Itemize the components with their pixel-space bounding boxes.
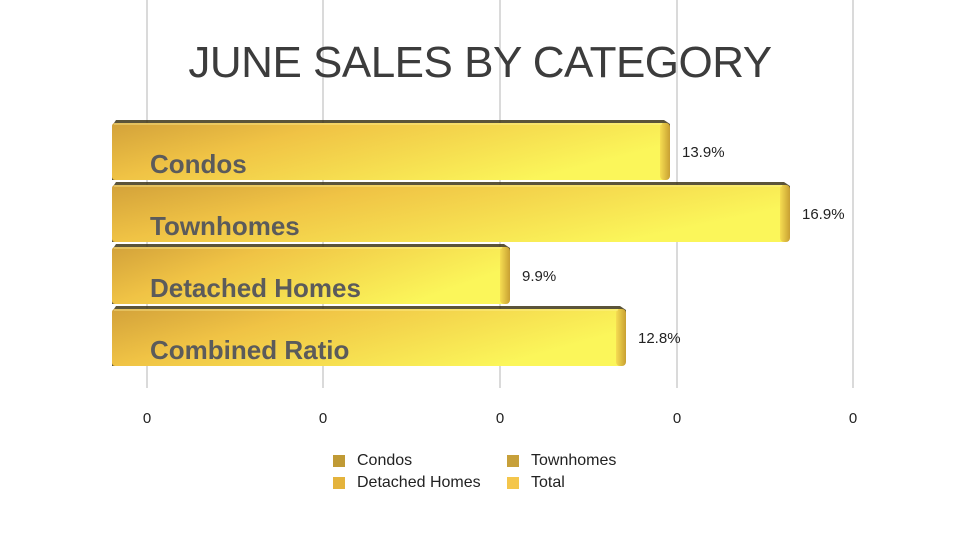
data-label: 16.9% — [802, 206, 845, 223]
legend-label: Townhomes — [531, 452, 617, 469]
category-label: Detached Homes — [150, 273, 361, 303]
category-label: Townhomes — [150, 211, 300, 241]
category-label: Condos — [150, 149, 247, 179]
bar — [112, 247, 506, 304]
legend-item: Total — [507, 473, 643, 493]
legend-swatch — [507, 455, 519, 467]
legend-item: Detached Homes — [333, 473, 507, 493]
x-tick-label: 0 — [496, 410, 504, 427]
legend-swatch — [507, 477, 519, 489]
bar — [112, 185, 786, 242]
x-tick-label: 0 — [673, 410, 681, 427]
legend-item: Townhomes — [507, 451, 643, 471]
x-tick-label: 0 — [143, 410, 151, 427]
bar-end-cap — [616, 309, 626, 366]
legend-item: Condos — [333, 451, 507, 471]
chart-title: JUNE SALES BY CATEGORY — [188, 38, 772, 87]
bar-end-cap — [780, 185, 790, 242]
category-label: Combined Ratio — [150, 335, 349, 365]
legend-label: Detached Homes — [357, 474, 481, 491]
x-tick-label: 0 — [849, 410, 857, 427]
data-label: 13.9% — [682, 144, 725, 161]
data-label: 12.8% — [638, 330, 681, 347]
legend: Condos Townhomes Detached Homes Total — [333, 451, 643, 493]
legend-label: Condos — [357, 452, 413, 469]
bar-end-cap — [660, 123, 670, 180]
data-label: 9.9% — [522, 268, 556, 285]
bar-end-cap — [500, 247, 510, 304]
bar — [112, 123, 666, 180]
legend-swatch — [333, 455, 345, 467]
x-tick-label: 0 — [319, 410, 327, 427]
bar — [112, 309, 622, 366]
legend-label: Total — [531, 474, 565, 491]
legend-swatch — [333, 477, 345, 489]
